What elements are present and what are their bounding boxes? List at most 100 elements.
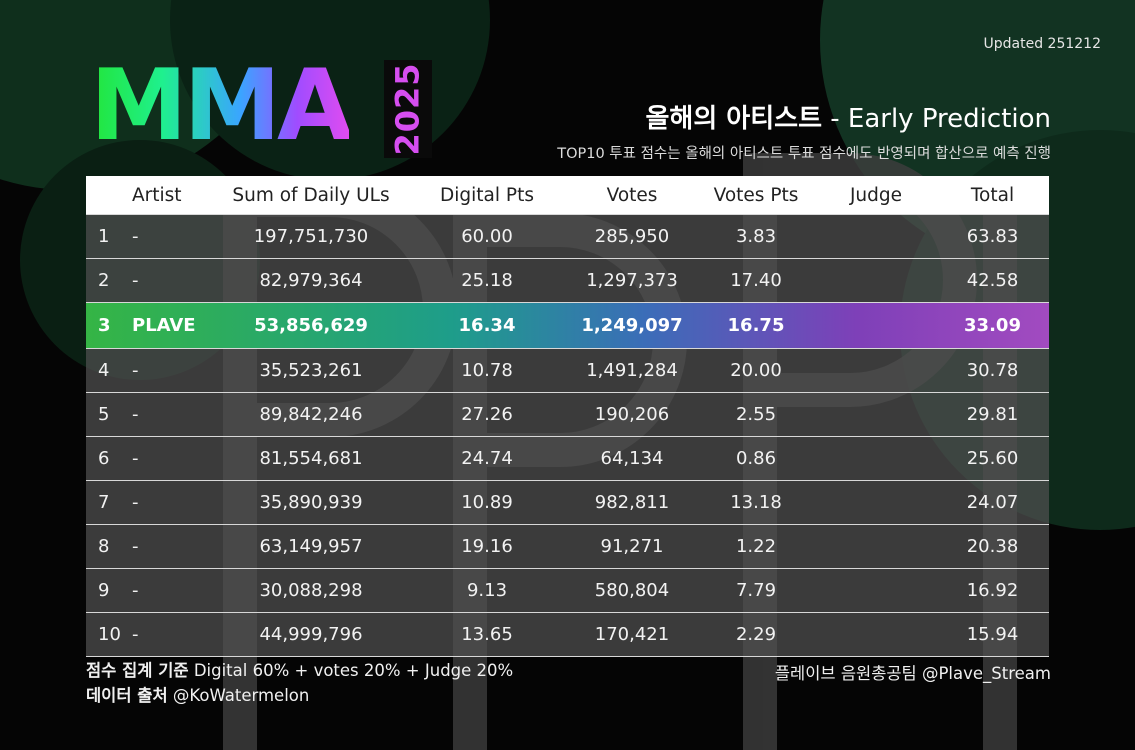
cell-digital-pts: 27.26 (461, 404, 513, 425)
cell-votes: 190,206 (594, 404, 670, 425)
logo-text: MMA (90, 49, 353, 163)
cell-total: 30.78 (966, 360, 1019, 381)
cell-votes-pts: 3.83 (735, 226, 777, 247)
cell-total: 29.81 (966, 404, 1019, 425)
cell-votes-pts: 2.29 (735, 624, 777, 645)
cell-digital-pts: 60.00 (461, 226, 513, 247)
cell-daily-uls: 63,149,957 (259, 536, 363, 557)
cell-votes-pts: 1.22 (735, 536, 777, 557)
cell-daily-uls: 35,890,939 (259, 492, 363, 513)
logo-year: 2025 (389, 62, 427, 156)
table-row: 1 - 197,751,730 60.00 285,950 3.83 63.83 (86, 214, 1049, 258)
cell-rank: 5 (98, 404, 110, 425)
cell-rank: 9 (98, 580, 110, 601)
header-votes: Votes (606, 184, 658, 206)
table-row: 6 - 81,554,681 24.74 64,134 0.86 25.60 (86, 436, 1049, 480)
cell-artist: - (132, 360, 139, 381)
table-row: 4 - 35,523,261 10.78 1,491,284 20.00 30.78 (86, 348, 1049, 392)
cell-rank: 1 (98, 226, 110, 247)
table-header: Artist Sum of Daily ULs Digital Pts Vote… (86, 176, 1049, 214)
cell-digital-pts: 24.74 (461, 448, 513, 469)
cell-digital-pts: 9.13 (466, 580, 508, 601)
cell-total: 24.07 (966, 492, 1019, 513)
title-english: - Early Prediction (822, 104, 1051, 134)
table-row: 9 - 30,088,298 9.13 580,804 7.79 16.92 (86, 568, 1049, 612)
header-artist: Artist (132, 184, 182, 206)
logo-year-box: 2025 (384, 60, 432, 158)
table-row: 7 - 35,890,939 10.89 982,811 13.18 24.07 (86, 480, 1049, 524)
cell-daily-uls: 53,856,629 (254, 315, 368, 336)
page-subtitle: TOP10 투표 점수는 올해의 아티스트 투표 점수에도 반영되며 합산으로 … (557, 146, 1051, 162)
cell-rank: 10 (98, 624, 121, 645)
header-digital-pts: Digital Pts (440, 184, 534, 206)
cell-votes: 1,297,373 (586, 270, 678, 291)
table-row: 8 - 63,149,957 19.16 91,271 1.22 20.38 (86, 524, 1049, 568)
cell-artist: - (132, 492, 139, 513)
cell-votes: 1,491,284 (586, 360, 678, 381)
cell-rank: 6 (98, 448, 110, 469)
cell-daily-uls: 82,979,364 (259, 270, 363, 291)
ranking-table: Artist Sum of Daily ULs Digital Pts Vote… (86, 176, 1049, 657)
cell-total: 15.94 (966, 624, 1019, 645)
header-daily-uls: Sum of Daily ULs (232, 184, 390, 206)
cell-rank: 2 (98, 270, 110, 291)
cell-daily-uls: 44,999,796 (259, 624, 363, 645)
table-row: 10- 44,999,796 13.65 170,421 2.29 15.94 (86, 612, 1049, 657)
cell-votes: 64,134 (600, 448, 664, 469)
cell-votes-pts: 16.75 (727, 315, 785, 336)
cell-total: 16.92 (966, 580, 1019, 601)
cell-votes: 982,811 (594, 492, 670, 513)
cell-total: 42.58 (966, 270, 1019, 291)
cell-artist: - (132, 404, 139, 425)
cell-artist: - (132, 226, 139, 247)
cell-daily-uls: 81,554,681 (259, 448, 363, 469)
table-row: 2 - 82,979,364 25.18 1,297,373 17.40 42.58 (86, 258, 1049, 302)
page-title: 올해의 아티스트 - Early Prediction (646, 98, 1052, 135)
cell-rank: 4 (98, 360, 110, 381)
cell-votes-pts: 7.79 (735, 580, 777, 601)
cell-votes: 91,271 (600, 536, 664, 557)
cell-total: 33.09 (964, 315, 1021, 336)
cell-total: 20.38 (966, 536, 1019, 557)
cell-votes: 170,421 (594, 624, 670, 645)
cell-rank: 3 (98, 315, 111, 336)
cell-artist: - (132, 270, 139, 291)
cell-artist: - (132, 580, 139, 601)
cell-rank: 8 (98, 536, 110, 557)
cell-rank: 7 (98, 492, 110, 513)
cell-total: 25.60 (966, 448, 1019, 469)
cell-votes: 285,950 (594, 226, 670, 247)
table-row: 3 PLAVE 53,856,629 16.34 1,249,097 16.75 33.09 (86, 302, 1049, 348)
cell-digital-pts: 16.34 (458, 315, 516, 336)
criteria-label: 점수 집계 기준 (86, 661, 189, 680)
source-value: @KoWatermelon (167, 686, 310, 705)
cell-votes-pts: 17.40 (730, 270, 782, 291)
cell-votes-pts: 20.00 (730, 360, 782, 381)
header-votes-pts: Votes Pts (713, 184, 799, 206)
cell-daily-uls: 197,751,730 (253, 226, 369, 247)
cell-digital-pts: 10.89 (461, 492, 513, 513)
cell-artist: - (132, 448, 139, 469)
criteria-value: Digital 60% + votes 20% + Judge 20% (188, 661, 514, 680)
cell-daily-uls: 30,088,298 (259, 580, 363, 601)
cell-daily-uls: 89,842,246 (259, 404, 363, 425)
title-korean: 올해의 아티스트 (645, 104, 823, 134)
cell-digital-pts: 13.65 (461, 624, 513, 645)
cell-total: 63.83 (966, 226, 1019, 247)
footer-notes: 점수 집계 기준 Digital 60% + votes 20% + Judge… (86, 658, 513, 708)
header-total: Total (970, 184, 1015, 206)
cell-votes: 580,804 (594, 580, 670, 601)
cell-votes-pts: 0.86 (735, 448, 777, 469)
footer-credit: 플레이브 음원총공팀 @Plave_Stream (774, 664, 1051, 683)
cell-daily-uls: 35,523,261 (259, 360, 363, 381)
mma-logo: MMA 2025 (90, 56, 432, 158)
criteria-line: 점수 집계 기준 Digital 60% + votes 20% + Judge… (86, 658, 513, 683)
cell-votes-pts: 2.55 (735, 404, 777, 425)
header-judge: Judge (849, 184, 903, 206)
cell-digital-pts: 19.16 (461, 536, 513, 557)
source-line: 데이터 출처 @KoWatermelon (86, 683, 513, 708)
cell-votes-pts: 13.18 (730, 492, 782, 513)
cell-digital-pts: 25.18 (461, 270, 513, 291)
cell-artist: - (132, 624, 139, 645)
cell-votes: 1,249,097 (581, 315, 683, 336)
